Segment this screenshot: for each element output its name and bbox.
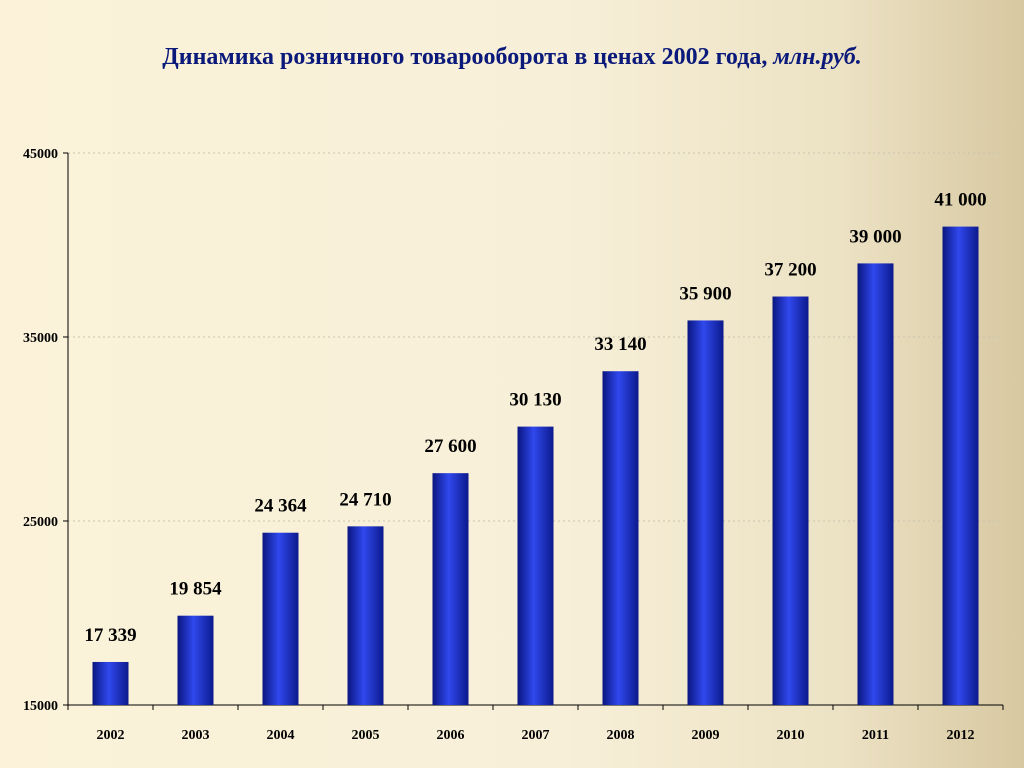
bar-value-label: 27 600 <box>424 436 476 457</box>
bar-value-label: 37 200 <box>764 260 816 281</box>
x-tick-label: 2003 <box>182 728 210 743</box>
y-tick-label: 35000 <box>23 331 58 346</box>
bar-value-label: 19 854 <box>169 579 222 600</box>
bar-value-label: 41 000 <box>934 190 986 211</box>
x-tick-label: 2012 <box>947 728 975 743</box>
bar <box>347 526 384 705</box>
bar-value-label: 24 710 <box>339 489 391 510</box>
bar-value-label: 24 364 <box>254 496 307 517</box>
y-tick-label: 15000 <box>23 699 58 714</box>
x-tick-label: 2011 <box>862 728 889 743</box>
bar <box>177 615 214 705</box>
bar <box>92 661 129 705</box>
bar-value-label: 17 339 <box>84 625 136 646</box>
chart-title-unit: млн.руб. <box>773 44 862 70</box>
x-tick-label: 2005 <box>352 728 380 743</box>
x-tick-label: 2007 <box>522 728 550 743</box>
bar <box>432 473 469 705</box>
x-tick-label: 2008 <box>607 728 635 743</box>
y-tick-label: 25000 <box>23 515 58 530</box>
chart-title: Динамика розничного товарооборота в цена… <box>0 44 1024 71</box>
bar <box>772 296 809 705</box>
x-tick-label: 2009 <box>692 728 720 743</box>
bar <box>687 320 724 705</box>
bar <box>602 371 639 705</box>
bar <box>857 263 894 705</box>
x-tick-label: 2004 <box>267 728 295 743</box>
x-tick-label: 2006 <box>437 728 465 743</box>
bar <box>262 532 299 705</box>
chart-title-text: Динамика розничного товарооборота в цена… <box>162 44 768 70</box>
bar-value-label: 33 140 <box>594 334 646 355</box>
y-tick-label: 45000 <box>23 147 58 162</box>
x-tick-label: 2010 <box>777 728 805 743</box>
bar-value-label: 35 900 <box>679 283 731 304</box>
bar-value-label: 39 000 <box>849 226 901 247</box>
bar <box>517 426 554 705</box>
bar-value-label: 30 130 <box>509 390 561 411</box>
x-tick-label: 2002 <box>97 728 125 743</box>
bar <box>942 226 979 705</box>
